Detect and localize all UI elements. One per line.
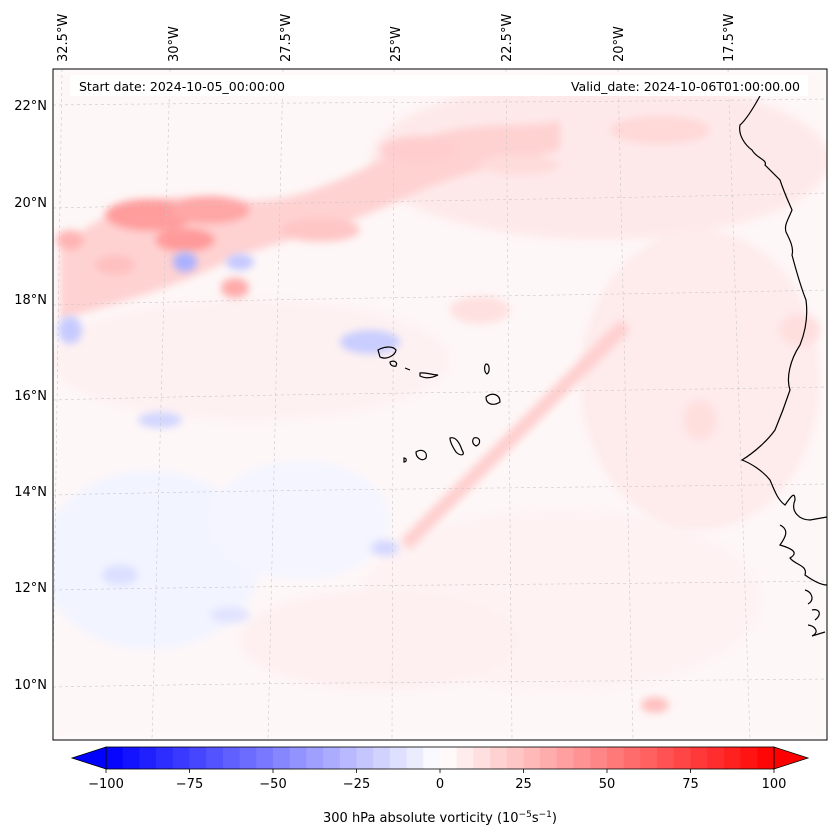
lon-label-27.5w: 27.5°W <box>279 14 294 62</box>
colorbar-cell <box>423 747 441 769</box>
colorbar-cell <box>690 747 708 769</box>
lat-label-10n: 10°N <box>14 678 47 693</box>
colorbar-cell <box>473 747 491 769</box>
colorbar-cells <box>106 747 775 769</box>
date-header-band <box>70 75 808 96</box>
lon-label-25w: 25°W <box>389 26 404 62</box>
colorbar-cell <box>206 747 224 769</box>
colorbar-cell <box>339 747 358 769</box>
colorbar-tick-label: −25 <box>343 777 370 792</box>
colorbar-tick-label: −75 <box>176 777 203 792</box>
santa-luzia-island <box>404 367 411 371</box>
colorbar-cell <box>456 747 474 769</box>
fogo-island <box>415 449 427 461</box>
colorbar-cell <box>156 747 174 769</box>
latitude-labels: 22°N 20°N 18°N 16°N 14°N 12°N 10°N <box>14 99 47 693</box>
colorbar-cell <box>139 747 157 769</box>
lat-label-12n: 12°N <box>14 581 47 596</box>
colorbar-cell <box>740 747 758 769</box>
lon-label-32.5w: 32.5°W <box>56 14 71 62</box>
colorbar-cell <box>490 747 508 769</box>
colorbar-cell <box>506 747 525 769</box>
brava-island <box>403 457 407 463</box>
colorbar-cell <box>540 747 558 769</box>
colorbar-label: 300 hPa absolute vorticity (10−5s−1) <box>323 810 557 826</box>
start-date-label: Start date: 2024-10-05_00:00:00 <box>79 79 285 94</box>
santo-antao-island <box>377 346 397 359</box>
colorbar-tick-label: 50 <box>599 777 616 792</box>
colorbar-tick-label: 75 <box>682 777 699 792</box>
colorbar-cell <box>189 747 207 769</box>
colorbar-tick-label: −100 <box>88 777 124 792</box>
lat-label-18n: 18°N <box>14 293 47 308</box>
colorbar-cell <box>289 747 307 769</box>
lon-label-20w: 20°W <box>612 26 627 62</box>
sao-nicolau-island <box>419 372 439 379</box>
africa-coast <box>739 95 828 521</box>
colorbar-cell <box>373 747 391 769</box>
colorbar-cell <box>623 747 641 769</box>
colorbar-cell <box>122 747 140 769</box>
colorbar-min-extend <box>70 746 107 770</box>
colorbar-cell <box>106 747 124 769</box>
sao-vicente-island <box>389 360 398 367</box>
colorbar-cell <box>323 747 341 769</box>
colorbar-cell <box>523 747 541 769</box>
bijagos-islands <box>804 589 826 637</box>
colorbar-cell <box>406 747 424 769</box>
lon-label-30w: 30°W <box>167 26 182 62</box>
santiago-island <box>449 437 464 456</box>
lat-label-14n: 14°N <box>14 485 47 500</box>
longitude-labels: 32.5°W 30°W 27.5°W 25°W 22.5°W 20°W 17.5… <box>56 14 737 62</box>
valid-date-label: Valid_date: 2024-10-06T01:00:00.00 <box>571 79 800 94</box>
colorbar-cell <box>556 747 575 769</box>
colorbar-cell <box>640 747 658 769</box>
colorbar-cell <box>657 747 675 769</box>
maio-island <box>472 437 481 447</box>
colorbar-cell <box>389 747 408 769</box>
guinea-coast <box>779 524 828 586</box>
gridlines <box>53 69 827 740</box>
colorbar-cell <box>440 747 458 769</box>
colorbar-cell <box>222 747 241 769</box>
lat-label-20n: 20°N <box>14 196 47 211</box>
boa-vista-island <box>485 393 501 405</box>
colorbar-cell <box>273 747 291 769</box>
lon-label-22.5w: 22.5°W <box>500 14 515 62</box>
cape-verde-islands <box>377 346 501 463</box>
colorbar-cell <box>239 747 257 769</box>
colorbar-tick-label: 0 <box>436 777 444 792</box>
colorbar-tick-label: 25 <box>515 777 532 792</box>
lon-label-17.5w: 17.5°W <box>722 14 737 62</box>
coastline <box>739 95 828 637</box>
colorbar-tick-label: −50 <box>259 777 286 792</box>
colorbar-cell <box>256 747 274 769</box>
sal-island <box>484 363 490 375</box>
lat-label-16n: 16°N <box>14 389 47 404</box>
colorbar-cell <box>757 747 775 769</box>
map-frame <box>52 68 828 741</box>
colorbar-cell <box>723 747 742 769</box>
colorbar-ticks: −100 −75 −50 −25 0 25 50 75 100 <box>88 769 786 792</box>
map-panel: Start date: 2024-10-05_00:00:00 Valid_da… <box>52 68 828 741</box>
colorbar-cell <box>573 747 591 769</box>
colorbar-cell <box>707 747 725 769</box>
colorbar-tick-label: 100 <box>762 777 787 792</box>
colorbar-cell <box>673 747 692 769</box>
colorbar-max-extend <box>773 746 810 770</box>
colorbar-cell <box>172 747 191 769</box>
vorticity-field <box>53 69 827 740</box>
colorbar-cell <box>590 747 608 769</box>
colorbar-cell <box>607 747 625 769</box>
colorbar-cell <box>306 747 324 769</box>
lat-label-22n: 22°N <box>14 99 47 114</box>
colorbar: −100 −75 −50 −25 0 25 50 75 100 300 hPa absolute… <box>70 746 810 826</box>
colorbar-cell <box>356 747 374 769</box>
